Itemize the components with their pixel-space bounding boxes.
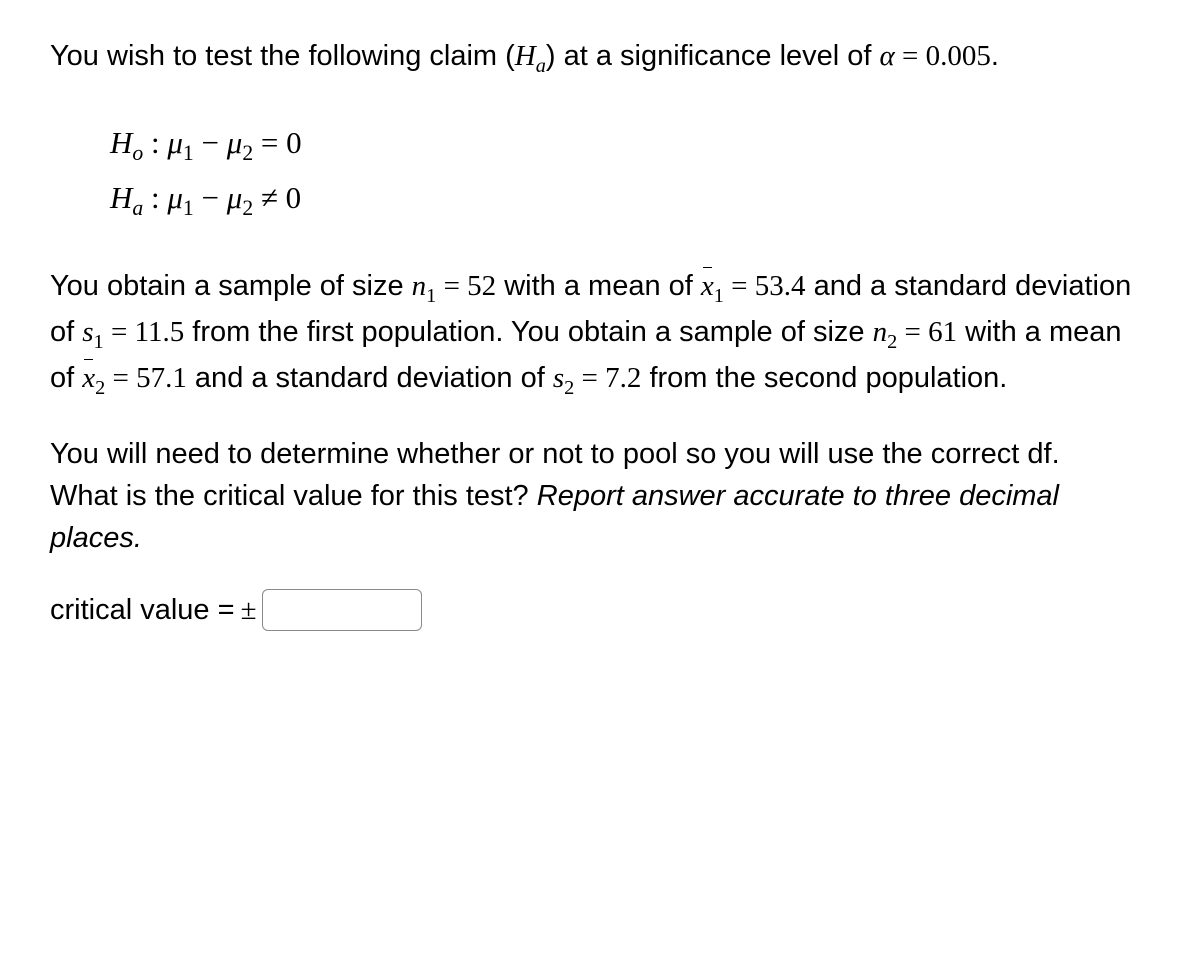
n2-symbol: n2 <box>873 316 898 348</box>
sample-text-2: with a mean of <box>496 270 701 302</box>
n2-value: 61 <box>928 316 957 348</box>
xbar2-symbol: x2 <box>82 362 105 394</box>
sample-text-1: You obtain a sample of size <box>50 270 412 302</box>
n1-symbol: n1 <box>412 270 437 302</box>
critical-value-question: What is the critical value for this test… <box>50 475 1150 559</box>
alpha-value: 0.005 <box>926 40 991 72</box>
s2-value: 7.2 <box>605 362 641 394</box>
question-block: You will need to determine whether or no… <box>50 433 1150 559</box>
pool-instruction: You will need to determine whether or no… <box>50 433 1150 475</box>
xbar1-value: 53.4 <box>755 270 806 302</box>
xbar2-value: 57.1 <box>136 362 187 394</box>
s2-symbol: s2 <box>553 362 574 394</box>
sample-paragraph: You obtain a sample of size n1 = 52 with… <box>50 265 1150 404</box>
plus-minus-symbol: ± <box>241 589 257 631</box>
intro-text-2: ) at a significance level of <box>546 40 880 72</box>
alt-hypothesis: Ha : μ1 − μ2 ≠ 0 <box>110 176 1150 225</box>
sample-text-4: from the first population. You obtain a … <box>184 316 872 348</box>
answer-row: critical value = ± <box>50 589 1150 631</box>
sample-text-6: and a standard deviation of <box>187 362 553 394</box>
s1-symbol: s1 <box>82 316 103 348</box>
xbar1-symbol: x1 <box>701 270 724 302</box>
s1-value: 11.5 <box>135 316 185 348</box>
intro-paragraph: You wish to test the following claim (Ha… <box>50 35 1150 81</box>
null-hypothesis: Ho : μ1 − μ2 = 0 <box>110 121 1150 170</box>
equals-sign: = <box>895 40 926 72</box>
hypotheses-block: Ho : μ1 − μ2 = 0 Ha : μ1 − μ2 ≠ 0 <box>110 121 1150 224</box>
n1-value: 52 <box>467 270 496 302</box>
period: . <box>991 40 999 72</box>
H-symbol: Ha <box>515 40 546 72</box>
answer-label: critical value = <box>50 589 235 631</box>
critical-value-input[interactable] <box>262 589 422 631</box>
sample-text-7: from the second population. <box>641 362 1007 394</box>
intro-text-1: You wish to test the following claim ( <box>50 40 515 72</box>
alpha-symbol: α <box>880 40 895 72</box>
